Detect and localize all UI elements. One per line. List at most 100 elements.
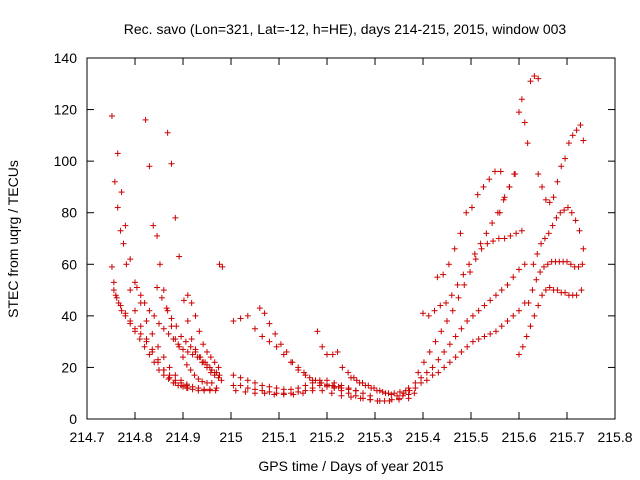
data-point bbox=[533, 276, 540, 283]
data-point bbox=[319, 343, 326, 350]
data-point bbox=[452, 333, 459, 340]
data-point bbox=[437, 302, 444, 309]
data-point bbox=[329, 382, 336, 389]
data-point bbox=[149, 348, 156, 355]
data-point bbox=[164, 307, 171, 314]
data-point bbox=[510, 312, 517, 319]
data-point bbox=[519, 343, 526, 350]
data-point bbox=[418, 374, 425, 381]
data-point bbox=[117, 302, 124, 309]
data-point bbox=[467, 269, 474, 276]
data-point bbox=[376, 387, 383, 394]
data-point bbox=[192, 312, 199, 319]
data-point bbox=[525, 299, 532, 306]
data-point bbox=[261, 390, 268, 397]
data-point bbox=[513, 230, 520, 237]
data-point bbox=[143, 338, 150, 345]
data-point bbox=[290, 391, 297, 398]
data-point bbox=[273, 385, 280, 392]
data-point bbox=[123, 261, 130, 268]
data-point bbox=[535, 75, 542, 82]
data-point bbox=[302, 372, 309, 379]
data-point bbox=[142, 116, 149, 123]
data-point bbox=[192, 348, 199, 355]
data-point bbox=[180, 297, 187, 304]
data-point bbox=[175, 382, 182, 389]
data-point bbox=[443, 299, 450, 306]
data-point bbox=[542, 196, 549, 203]
data-point bbox=[113, 294, 120, 301]
data-point bbox=[338, 392, 345, 399]
data-point bbox=[180, 346, 186, 353]
data-point bbox=[180, 383, 186, 390]
data-point bbox=[132, 325, 138, 332]
data-point bbox=[168, 160, 175, 167]
data-point bbox=[545, 230, 552, 237]
data-point bbox=[429, 372, 436, 379]
data-point bbox=[524, 140, 531, 147]
data-point bbox=[266, 320, 273, 327]
data-point bbox=[507, 232, 514, 239]
data-point bbox=[549, 222, 556, 229]
data-point bbox=[173, 323, 180, 330]
data-point bbox=[468, 204, 475, 211]
data-point bbox=[206, 386, 213, 393]
data-point bbox=[367, 396, 374, 403]
data-point bbox=[461, 281, 468, 288]
data-point bbox=[554, 287, 561, 294]
x-tick-label: 215.5 bbox=[453, 429, 488, 445]
data-point bbox=[446, 359, 453, 366]
data-point bbox=[166, 372, 173, 379]
data-point bbox=[579, 261, 586, 268]
data-point bbox=[490, 238, 497, 245]
data-point bbox=[166, 364, 173, 371]
data-point bbox=[295, 364, 302, 371]
data-point bbox=[420, 310, 426, 317]
data-point bbox=[237, 374, 244, 381]
data-point bbox=[184, 348, 191, 355]
data-point bbox=[261, 310, 268, 317]
data-point bbox=[184, 318, 191, 325]
data-point bbox=[572, 217, 579, 224]
data-point bbox=[306, 374, 313, 381]
data-point bbox=[435, 356, 442, 363]
data-point bbox=[460, 271, 467, 278]
data-point bbox=[188, 299, 195, 306]
data-point bbox=[108, 113, 115, 120]
data-point bbox=[127, 287, 134, 294]
data-point bbox=[463, 209, 470, 216]
data-point bbox=[283, 348, 290, 355]
data-point bbox=[554, 178, 561, 185]
data-point bbox=[331, 379, 338, 386]
data-point bbox=[504, 281, 511, 288]
data-point bbox=[252, 325, 258, 332]
y-tick-label: 40 bbox=[61, 308, 77, 324]
data-point bbox=[156, 320, 162, 327]
data-point bbox=[212, 387, 219, 394]
x-axis-label: GPS time / Days of year 2015 bbox=[258, 458, 443, 474]
data-point bbox=[458, 348, 465, 355]
data-point bbox=[445, 261, 452, 268]
data-point bbox=[280, 351, 287, 358]
data-point bbox=[295, 388, 302, 395]
data-point bbox=[498, 287, 505, 294]
y-tick-label: 100 bbox=[54, 153, 78, 169]
data-point bbox=[230, 382, 237, 389]
data-point bbox=[110, 279, 117, 286]
data-point bbox=[111, 178, 118, 185]
data-point bbox=[434, 274, 441, 281]
data-point bbox=[141, 343, 148, 350]
data-point bbox=[376, 397, 383, 404]
data-point bbox=[244, 385, 251, 392]
data-point bbox=[539, 292, 546, 299]
data-point bbox=[516, 109, 522, 116]
data-point bbox=[280, 391, 287, 398]
data-point bbox=[394, 392, 401, 399]
data-point bbox=[444, 318, 450, 325]
data-point bbox=[420, 359, 427, 366]
data-point bbox=[141, 299, 148, 306]
data-point bbox=[580, 245, 587, 252]
data-point bbox=[477, 240, 484, 247]
data-point bbox=[143, 318, 150, 325]
data-point bbox=[431, 307, 438, 314]
